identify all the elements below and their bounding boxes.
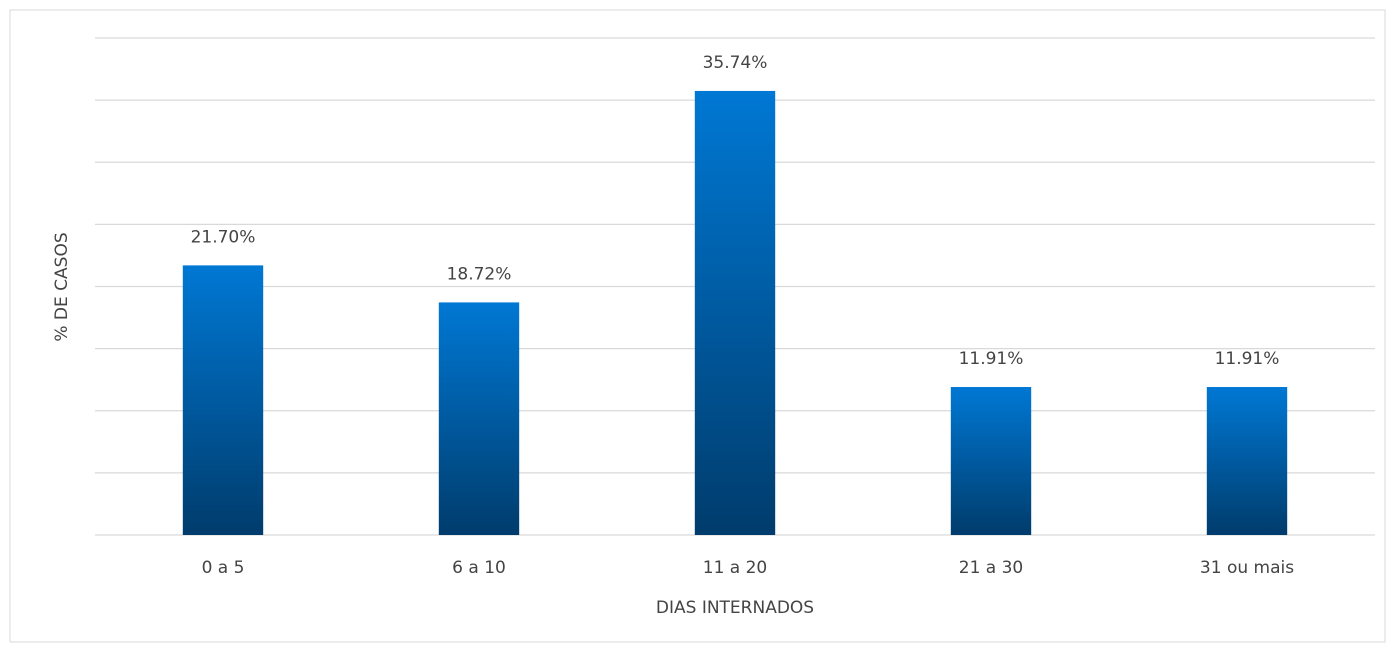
value-label: 11.91% — [959, 349, 1024, 369]
x-tick-label: 6 a 10 — [452, 558, 506, 578]
bar — [950, 387, 1032, 535]
x-tick-label: 11 a 20 — [703, 558, 768, 578]
x-tick-label: 0 a 5 — [202, 558, 245, 578]
bar — [694, 90, 776, 536]
x-tick-label: 31 ou mais — [1200, 558, 1294, 578]
bar — [438, 302, 520, 535]
value-label: 21.70% — [191, 227, 256, 247]
value-label: 35.74% — [703, 53, 768, 73]
y-axis-label: % DE CASOS — [52, 232, 72, 341]
x-tick-label: 21 a 30 — [959, 558, 1024, 578]
value-label: 11.91% — [1215, 349, 1280, 369]
value-label: 18.72% — [447, 264, 512, 284]
bar — [182, 265, 264, 535]
bar — [1206, 387, 1288, 535]
x-axis-label: DIAS INTERNADOS — [656, 598, 814, 618]
